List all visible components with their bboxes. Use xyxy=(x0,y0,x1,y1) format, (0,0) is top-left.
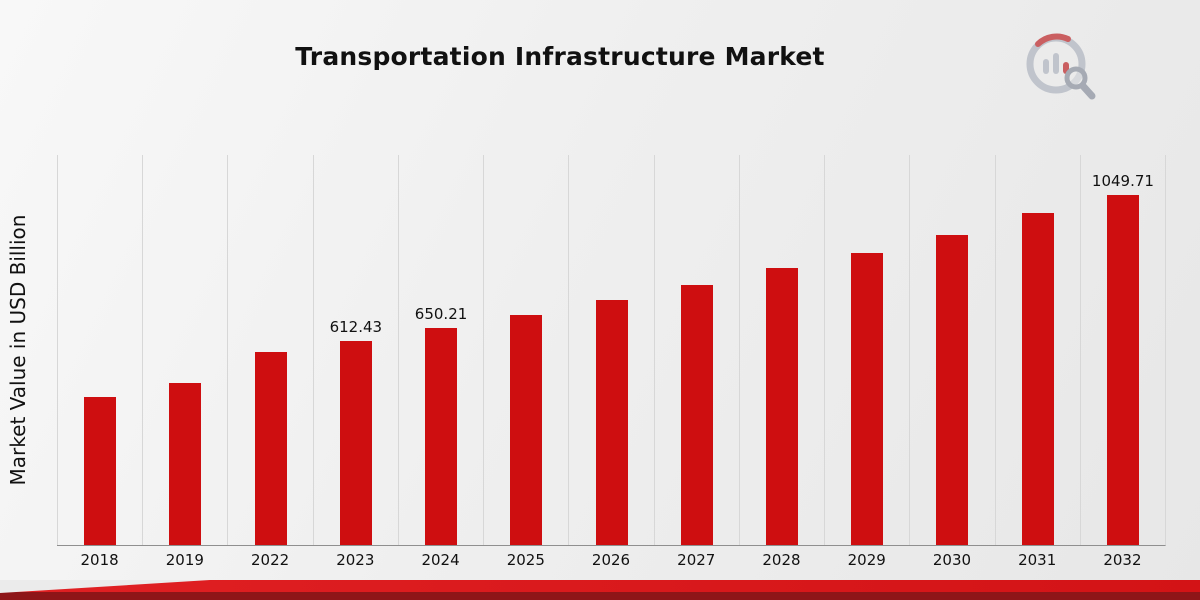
bar-2022 xyxy=(254,352,287,545)
x-label-2025: 2025 xyxy=(506,551,545,569)
x-label-2030: 2030 xyxy=(932,551,972,569)
y-axis-label: Market Value in USD Billion xyxy=(6,214,30,486)
bar-2032 xyxy=(1106,195,1139,545)
plot-area: 612.43 650.21 1049.71 xyxy=(57,155,1166,546)
x-label-2022: 2022 xyxy=(250,551,290,569)
bar-cell-2031 xyxy=(994,155,1080,545)
bar-cell-2018 xyxy=(57,155,142,545)
logo-bar-icon xyxy=(1043,59,1049,74)
bar-2029 xyxy=(851,253,884,545)
bar-value-label-2023: 612.43 xyxy=(329,317,383,336)
bar-2028 xyxy=(765,268,798,545)
bar-value-label-2024: 650.21 xyxy=(414,305,468,324)
bar-2018 xyxy=(84,397,117,545)
x-label-2026: 2026 xyxy=(591,551,631,569)
bar-cell-2024: 650.21 xyxy=(397,155,483,545)
bar-value-label-2032: 1049.71 xyxy=(1091,172,1154,191)
bar-2027 xyxy=(680,285,713,545)
x-label-2018: 2018 xyxy=(80,551,119,569)
bar-cell-2022 xyxy=(227,155,312,545)
brand-logo-graphic xyxy=(1026,33,1096,100)
bar-2030 xyxy=(936,235,969,545)
bar-2031 xyxy=(1021,213,1054,545)
logo-red-arc-icon xyxy=(1035,33,1071,47)
bar-2023 xyxy=(339,340,372,545)
brand-logo xyxy=(1020,26,1100,110)
x-label-2029: 2029 xyxy=(847,551,886,569)
x-label-2019: 2019 xyxy=(165,551,204,569)
bar-cell-2030 xyxy=(909,155,994,545)
page-title: Transportation Infrastructure Market xyxy=(295,42,825,71)
x-label-2032: 2032 xyxy=(1103,551,1142,569)
footer-dark-band xyxy=(0,592,1200,600)
x-label-2031: 2031 xyxy=(1018,551,1057,569)
bar-cell-2027 xyxy=(653,155,739,545)
magnifier-handle-icon xyxy=(1079,82,1096,100)
bar-cell-2028 xyxy=(738,155,824,545)
magnifier-icon xyxy=(1064,66,1088,90)
logo-bar-icon xyxy=(1053,53,1059,74)
bar-2025 xyxy=(510,315,543,545)
bar-cell-2019 xyxy=(142,155,227,545)
bar-2024 xyxy=(425,328,458,545)
x-label-2024: 2024 xyxy=(421,551,460,569)
x-label-2028: 2028 xyxy=(762,551,801,569)
x-label-2027: 2027 xyxy=(677,551,716,569)
bar-cell-2029 xyxy=(824,155,909,545)
bar-cell-2023: 612.43 xyxy=(312,155,398,545)
bar-cell-2025 xyxy=(483,155,568,545)
bar-cell-2026 xyxy=(568,155,653,545)
bar-2019 xyxy=(169,383,202,545)
bar-2026 xyxy=(595,300,628,545)
bar-cell-2032: 1049.71 xyxy=(1079,155,1165,545)
x-axis-labels: 2018 2019 2022 2023 2024 2025 2026 2027 2028 2029… xyxy=(57,551,1165,569)
footer-red-band xyxy=(0,580,1200,593)
x-label-2023: 2023 xyxy=(336,551,375,569)
